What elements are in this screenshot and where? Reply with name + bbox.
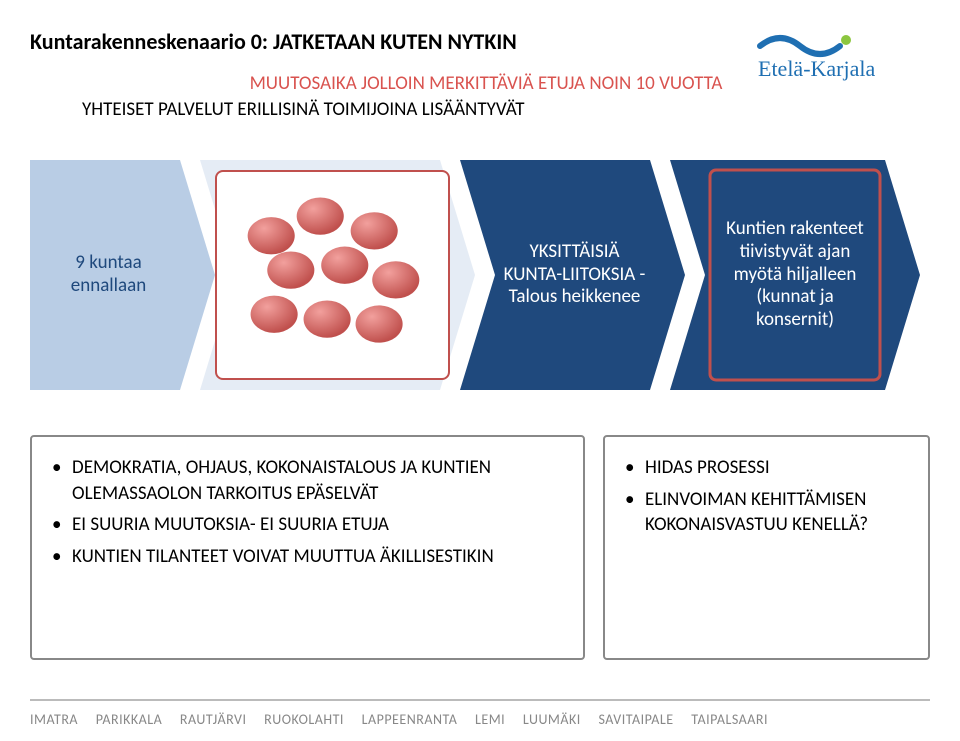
red-subtitle: MUUTOSAIKA JOLLOIN MERKITTÄVIÄ ETUJA NOI… xyxy=(82,72,890,96)
panel-right: HIDAS PROSESSI ELINVOIMAN KEHITTÄMISEN K… xyxy=(603,435,930,660)
flow-arrow-1: 9 kuntaa ennallaan xyxy=(30,160,215,390)
panel-right-item: ELINVOIMAN KEHITTÄMISEN KOKONAISVASTUU K… xyxy=(625,487,908,538)
flow-block-3-label: Kuntien rakenteet tiivistyvät ajan myötä… xyxy=(712,160,878,390)
footer-municipalities: IMATRA PARIKKALA RAUTJÄRVI RUOKOLAHTI LA… xyxy=(30,699,930,719)
flow-arrow-2: YKSITTÄISIÄ KUNTA-LIITOKSIA - Talous hei… xyxy=(460,160,685,390)
panel-left-item: EI SUURIA MUUTOKSIA- EI SUURIA ETUJA xyxy=(52,512,563,538)
flow-block-1-label: 9 kuntaa ennallaan xyxy=(30,160,187,390)
panel-left-item: KUNTIEN TILANTEET VOIVAT MUUTTUA ÄKILLIS… xyxy=(52,544,563,570)
panel-left: DEMOKRATIA, OHJAUS, KOKONAISTALOUS JA KU… xyxy=(30,435,585,660)
flow-block-2-label: YKSITTÄISIÄ KUNTA-LIITOKSIA - Talous hei… xyxy=(492,160,657,390)
panel-right-item: HIDAS PROSESSI xyxy=(625,455,908,481)
cluster-diagram xyxy=(215,170,450,380)
panel-left-item: DEMOKRATIA, OHJAUS, KOKONAISTALOUS JA KU… xyxy=(52,455,563,506)
flow-arrow-3: Kuntien rakenteet tiivistyvät ajan myötä… xyxy=(670,160,920,390)
lower-panels: DEMOKRATIA, OHJAUS, KOKONAISTALOUS JA KU… xyxy=(30,435,930,660)
sub-subtitle: YHTEISET PALVELUT ERILLISINÄ TOIMIJOINA … xyxy=(82,98,642,121)
page-title: Kuntarakenneskenaario 0: JATKETAAN KUTEN… xyxy=(30,28,517,55)
